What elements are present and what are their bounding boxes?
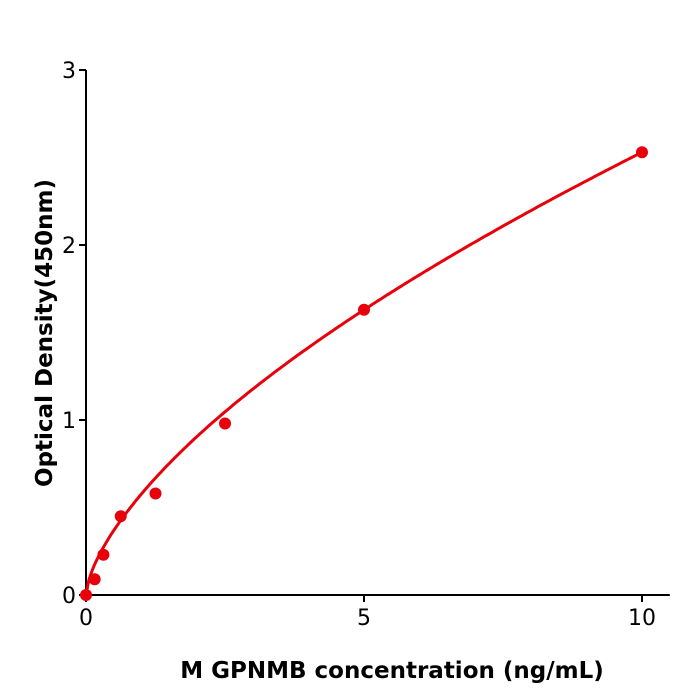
x-axis-label: M GPNMB concentration (ng/mL) bbox=[180, 658, 604, 684]
x-tick-label: 10 bbox=[628, 606, 656, 631]
data-point bbox=[88, 573, 101, 586]
x-tick-label: 0 bbox=[79, 606, 93, 631]
data-point bbox=[219, 417, 231, 430]
y-tick-label: 0 bbox=[62, 584, 76, 609]
data-point bbox=[114, 510, 127, 523]
y-axis-label: Optical Density(450nm) bbox=[32, 179, 58, 487]
data-point bbox=[636, 146, 648, 159]
data-point bbox=[80, 589, 92, 601]
data-point bbox=[358, 303, 370, 316]
y-tick-label: 1 bbox=[62, 409, 76, 434]
y-tick-label: 2 bbox=[62, 234, 76, 259]
x-tick-label: 5 bbox=[357, 606, 371, 631]
fit-curve bbox=[84, 150, 643, 596]
data-point bbox=[149, 487, 162, 500]
data-point bbox=[97, 548, 110, 561]
y-tick-label: 3 bbox=[62, 59, 76, 84]
